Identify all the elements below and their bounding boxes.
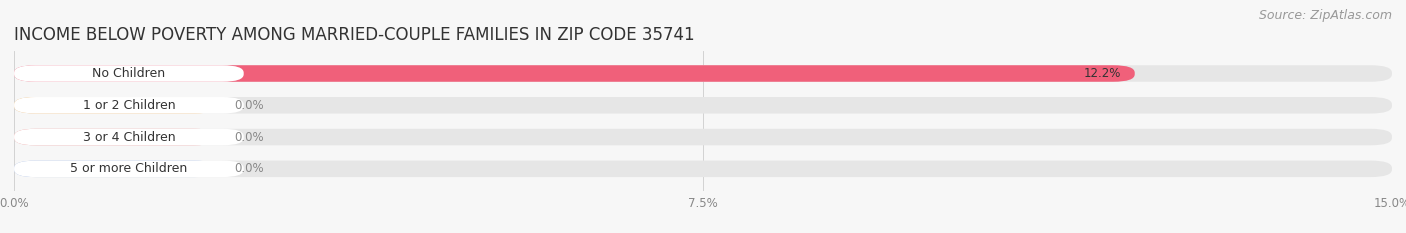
FancyBboxPatch shape <box>14 97 243 113</box>
Text: 0.0%: 0.0% <box>235 130 264 144</box>
FancyBboxPatch shape <box>14 129 243 145</box>
Text: INCOME BELOW POVERTY AMONG MARRIED-COUPLE FAMILIES IN ZIP CODE 35741: INCOME BELOW POVERTY AMONG MARRIED-COUPL… <box>14 26 695 44</box>
Text: Source: ZipAtlas.com: Source: ZipAtlas.com <box>1258 9 1392 22</box>
FancyBboxPatch shape <box>14 97 1392 113</box>
Text: 0.0%: 0.0% <box>235 162 264 175</box>
FancyBboxPatch shape <box>14 161 1392 177</box>
FancyBboxPatch shape <box>14 129 1392 145</box>
Text: 1 or 2 Children: 1 or 2 Children <box>83 99 176 112</box>
Text: 3 or 4 Children: 3 or 4 Children <box>83 130 176 144</box>
FancyBboxPatch shape <box>14 97 217 113</box>
FancyBboxPatch shape <box>14 161 217 177</box>
FancyBboxPatch shape <box>14 65 243 82</box>
FancyBboxPatch shape <box>14 129 217 145</box>
Text: 0.0%: 0.0% <box>235 99 264 112</box>
Text: 12.2%: 12.2% <box>1084 67 1121 80</box>
FancyBboxPatch shape <box>14 161 243 177</box>
FancyBboxPatch shape <box>14 65 1135 82</box>
Text: 5 or more Children: 5 or more Children <box>70 162 187 175</box>
FancyBboxPatch shape <box>14 65 1392 82</box>
Text: No Children: No Children <box>93 67 166 80</box>
